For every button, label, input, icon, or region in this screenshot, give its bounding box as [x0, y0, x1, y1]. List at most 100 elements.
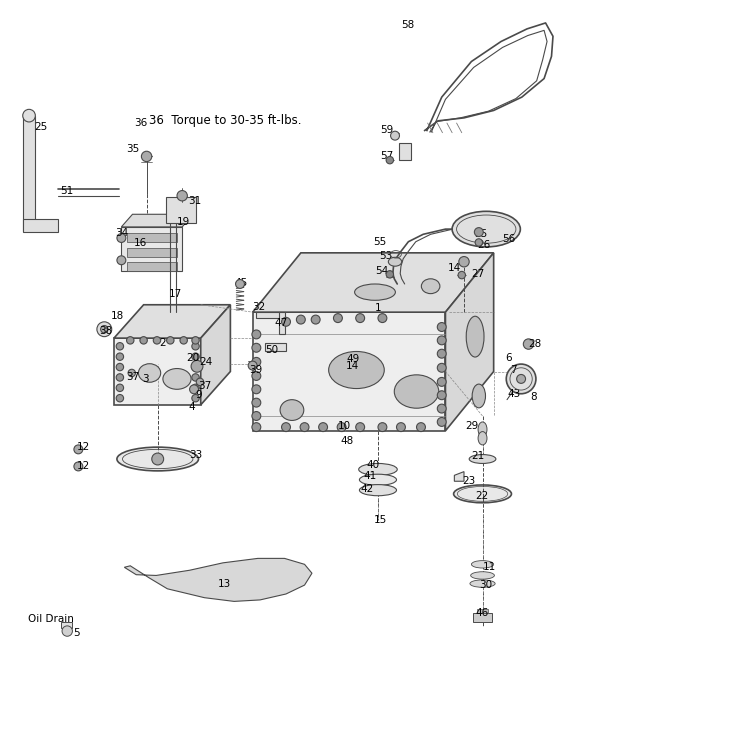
Text: 19: 19: [177, 217, 190, 227]
Text: 27: 27: [472, 269, 484, 279]
Polygon shape: [400, 143, 410, 160]
Circle shape: [475, 227, 483, 236]
Circle shape: [196, 378, 204, 386]
Polygon shape: [127, 262, 177, 270]
Polygon shape: [22, 219, 58, 232]
Circle shape: [437, 349, 446, 358]
Circle shape: [356, 423, 364, 432]
Polygon shape: [124, 559, 312, 601]
Text: 56: 56: [503, 235, 516, 244]
Circle shape: [127, 337, 134, 344]
Circle shape: [248, 361, 257, 370]
Ellipse shape: [117, 447, 199, 471]
Text: 38: 38: [99, 325, 112, 336]
Text: 17: 17: [169, 288, 182, 299]
Ellipse shape: [358, 464, 398, 476]
Text: 22: 22: [475, 491, 488, 501]
Polygon shape: [122, 214, 194, 227]
Text: 2: 2: [159, 338, 166, 348]
Circle shape: [100, 325, 108, 333]
Circle shape: [236, 279, 244, 288]
Circle shape: [192, 337, 200, 344]
Text: 25: 25: [34, 122, 47, 132]
Text: 14: 14: [448, 263, 461, 273]
Circle shape: [437, 363, 446, 372]
Text: 46: 46: [476, 609, 489, 618]
Text: 32: 32: [253, 302, 266, 312]
Circle shape: [192, 353, 200, 360]
Circle shape: [116, 384, 124, 392]
Text: 35: 35: [127, 144, 140, 154]
Text: 3: 3: [142, 374, 148, 384]
Circle shape: [252, 385, 261, 394]
Text: 35: 35: [475, 230, 488, 239]
Text: 7: 7: [510, 365, 517, 375]
Circle shape: [386, 157, 394, 164]
Ellipse shape: [328, 351, 384, 389]
Polygon shape: [114, 338, 201, 405]
Polygon shape: [446, 253, 494, 431]
Text: 4: 4: [188, 402, 195, 412]
Text: 15: 15: [374, 515, 387, 525]
Text: 50: 50: [266, 345, 278, 355]
Circle shape: [117, 233, 126, 242]
Circle shape: [252, 330, 261, 339]
Circle shape: [142, 152, 152, 162]
Text: 12: 12: [76, 442, 90, 452]
Text: 39: 39: [249, 365, 262, 375]
Text: 12: 12: [76, 461, 90, 470]
Text: 37: 37: [199, 381, 211, 392]
Text: eReplacementParts.com: eReplacementParts.com: [282, 364, 468, 379]
Ellipse shape: [472, 561, 494, 568]
Polygon shape: [253, 312, 446, 431]
Circle shape: [378, 423, 387, 432]
Circle shape: [437, 391, 446, 400]
Circle shape: [116, 395, 124, 402]
Text: 37: 37: [127, 372, 140, 383]
Circle shape: [190, 385, 199, 394]
Text: 43: 43: [507, 389, 520, 399]
Circle shape: [128, 369, 136, 377]
Circle shape: [252, 412, 261, 421]
Text: 42: 42: [360, 484, 374, 494]
Text: 11: 11: [482, 562, 496, 571]
Circle shape: [252, 372, 261, 380]
Ellipse shape: [359, 484, 397, 496]
Ellipse shape: [506, 364, 536, 394]
Circle shape: [296, 315, 305, 324]
Ellipse shape: [470, 455, 496, 464]
Ellipse shape: [471, 571, 494, 579]
Circle shape: [192, 395, 200, 402]
Text: 14: 14: [345, 361, 358, 372]
Circle shape: [311, 315, 320, 324]
Text: 57: 57: [380, 152, 394, 161]
Text: 36: 36: [134, 118, 147, 128]
Circle shape: [252, 398, 261, 407]
Circle shape: [338, 423, 346, 432]
Text: 23: 23: [463, 476, 476, 486]
Circle shape: [192, 384, 200, 392]
Ellipse shape: [466, 317, 484, 357]
Text: 34: 34: [116, 228, 129, 238]
Polygon shape: [166, 197, 196, 223]
Polygon shape: [127, 247, 177, 256]
Text: 53: 53: [380, 251, 393, 261]
Text: 40: 40: [366, 460, 380, 470]
Ellipse shape: [388, 257, 402, 266]
Circle shape: [116, 374, 124, 381]
Polygon shape: [253, 253, 494, 312]
Text: 21: 21: [472, 451, 484, 461]
Ellipse shape: [163, 369, 191, 389]
Text: 1: 1: [375, 303, 382, 314]
Ellipse shape: [191, 360, 203, 372]
Text: 18: 18: [111, 311, 125, 321]
Text: 30: 30: [478, 580, 492, 590]
Circle shape: [437, 418, 446, 426]
Text: 16: 16: [134, 239, 147, 248]
Polygon shape: [266, 343, 286, 351]
Polygon shape: [127, 233, 177, 241]
Text: 48: 48: [341, 436, 354, 447]
Text: 54: 54: [375, 266, 388, 276]
Circle shape: [319, 423, 328, 432]
Circle shape: [116, 343, 124, 350]
